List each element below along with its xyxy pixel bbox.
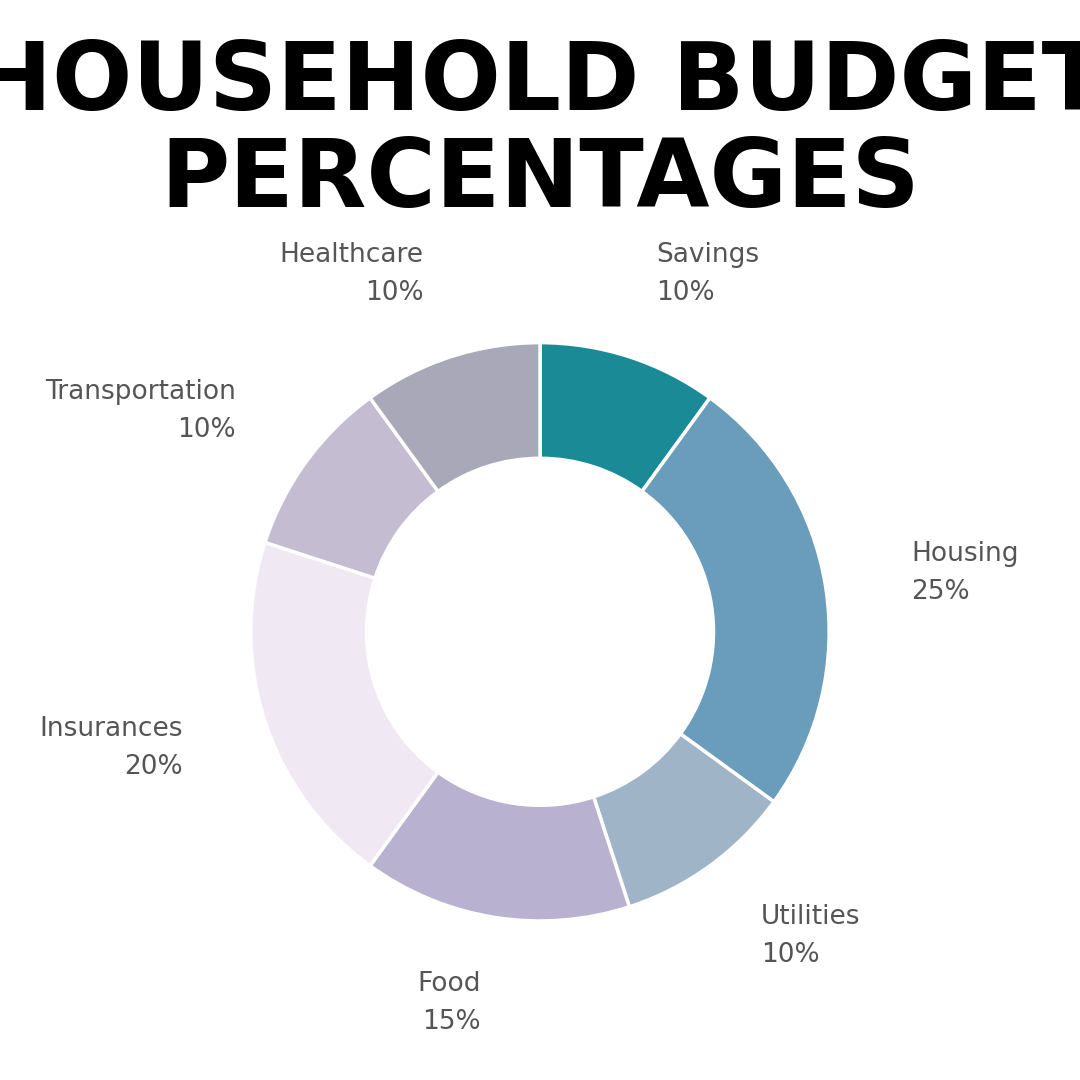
Wedge shape	[370, 342, 540, 491]
Wedge shape	[370, 772, 630, 921]
Wedge shape	[265, 397, 438, 578]
Text: Savings
10%: Savings 10%	[657, 242, 759, 307]
Wedge shape	[251, 542, 438, 866]
Text: Transportation
10%: Transportation 10%	[45, 379, 235, 443]
Wedge shape	[594, 733, 774, 907]
Text: Housing
25%: Housing 25%	[912, 541, 1018, 605]
Text: Food
15%: Food 15%	[418, 971, 482, 1035]
Text: PERCENTAGES: PERCENTAGES	[160, 135, 920, 227]
Wedge shape	[642, 397, 829, 801]
Text: Utilities
10%: Utilities 10%	[761, 904, 861, 968]
Text: HOUSEHOLD BUDGET: HOUSEHOLD BUDGET	[0, 38, 1080, 130]
Text: Insurances
20%: Insurances 20%	[39, 716, 183, 780]
Wedge shape	[540, 342, 710, 491]
Text: Healthcare
10%: Healthcare 10%	[280, 242, 423, 307]
